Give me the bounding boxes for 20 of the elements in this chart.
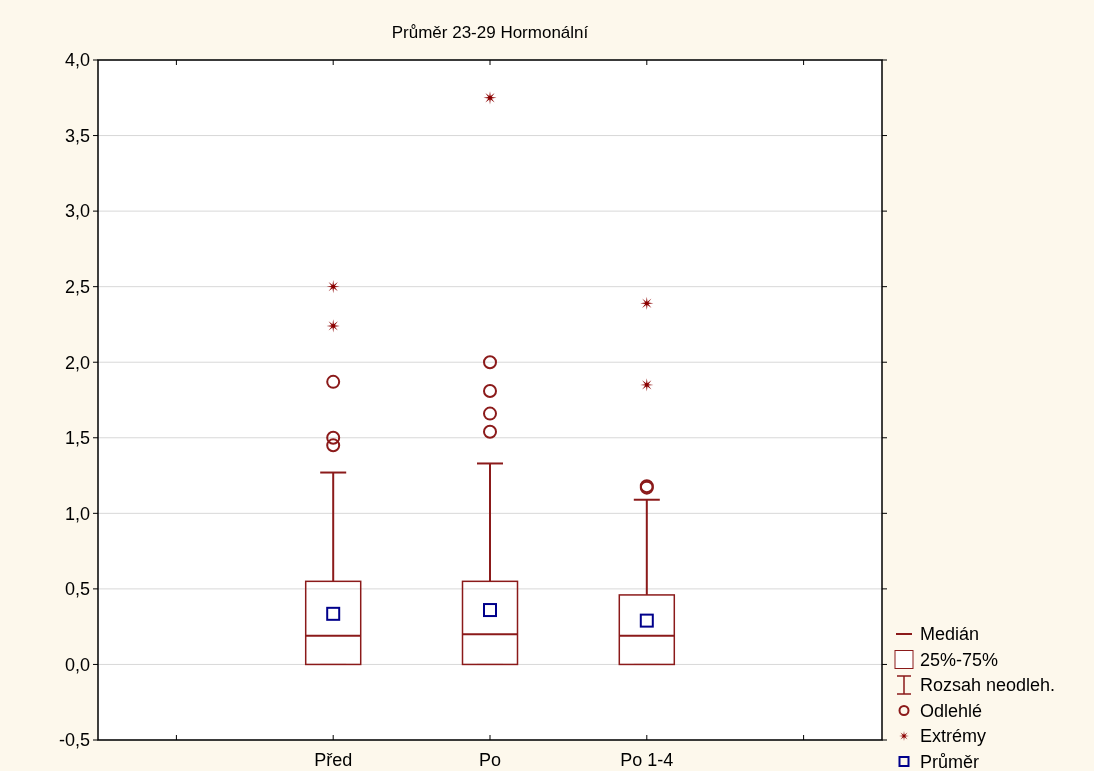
text: Medián [920, 624, 980, 645]
legend-label: 25%-75% [920, 649, 999, 670]
y-tick-label: -0,5 [58, 730, 90, 751]
x-tick-label: Po 1-4 [620, 750, 674, 770]
y-tick-label: 4,0 [64, 50, 90, 71]
y-tick-label: 3,5 [64, 125, 90, 146]
legend-label: Odlehlé [920, 700, 983, 721]
x-tick-label: Před [314, 750, 353, 770]
x-tick-label: Po [478, 750, 502, 770]
y-tick-label: 3,0 [64, 201, 90, 222]
y-tick-label: 2,5 [64, 276, 90, 297]
y-tick-label: 1,0 [64, 503, 90, 524]
y-tick-label: 0,5 [64, 579, 90, 600]
legend-label: Průměr [920, 751, 980, 771]
chart-title: Průměr 23-29 Hormonální [391, 23, 589, 42]
y-tick-label: 2,0 [64, 352, 90, 373]
text: Rozsah neodleh. [920, 675, 1056, 696]
legend-label: Extrémy [920, 726, 987, 747]
y-tick-label: 0,0 [64, 654, 90, 675]
y-tick-label: 1,5 [64, 428, 90, 449]
